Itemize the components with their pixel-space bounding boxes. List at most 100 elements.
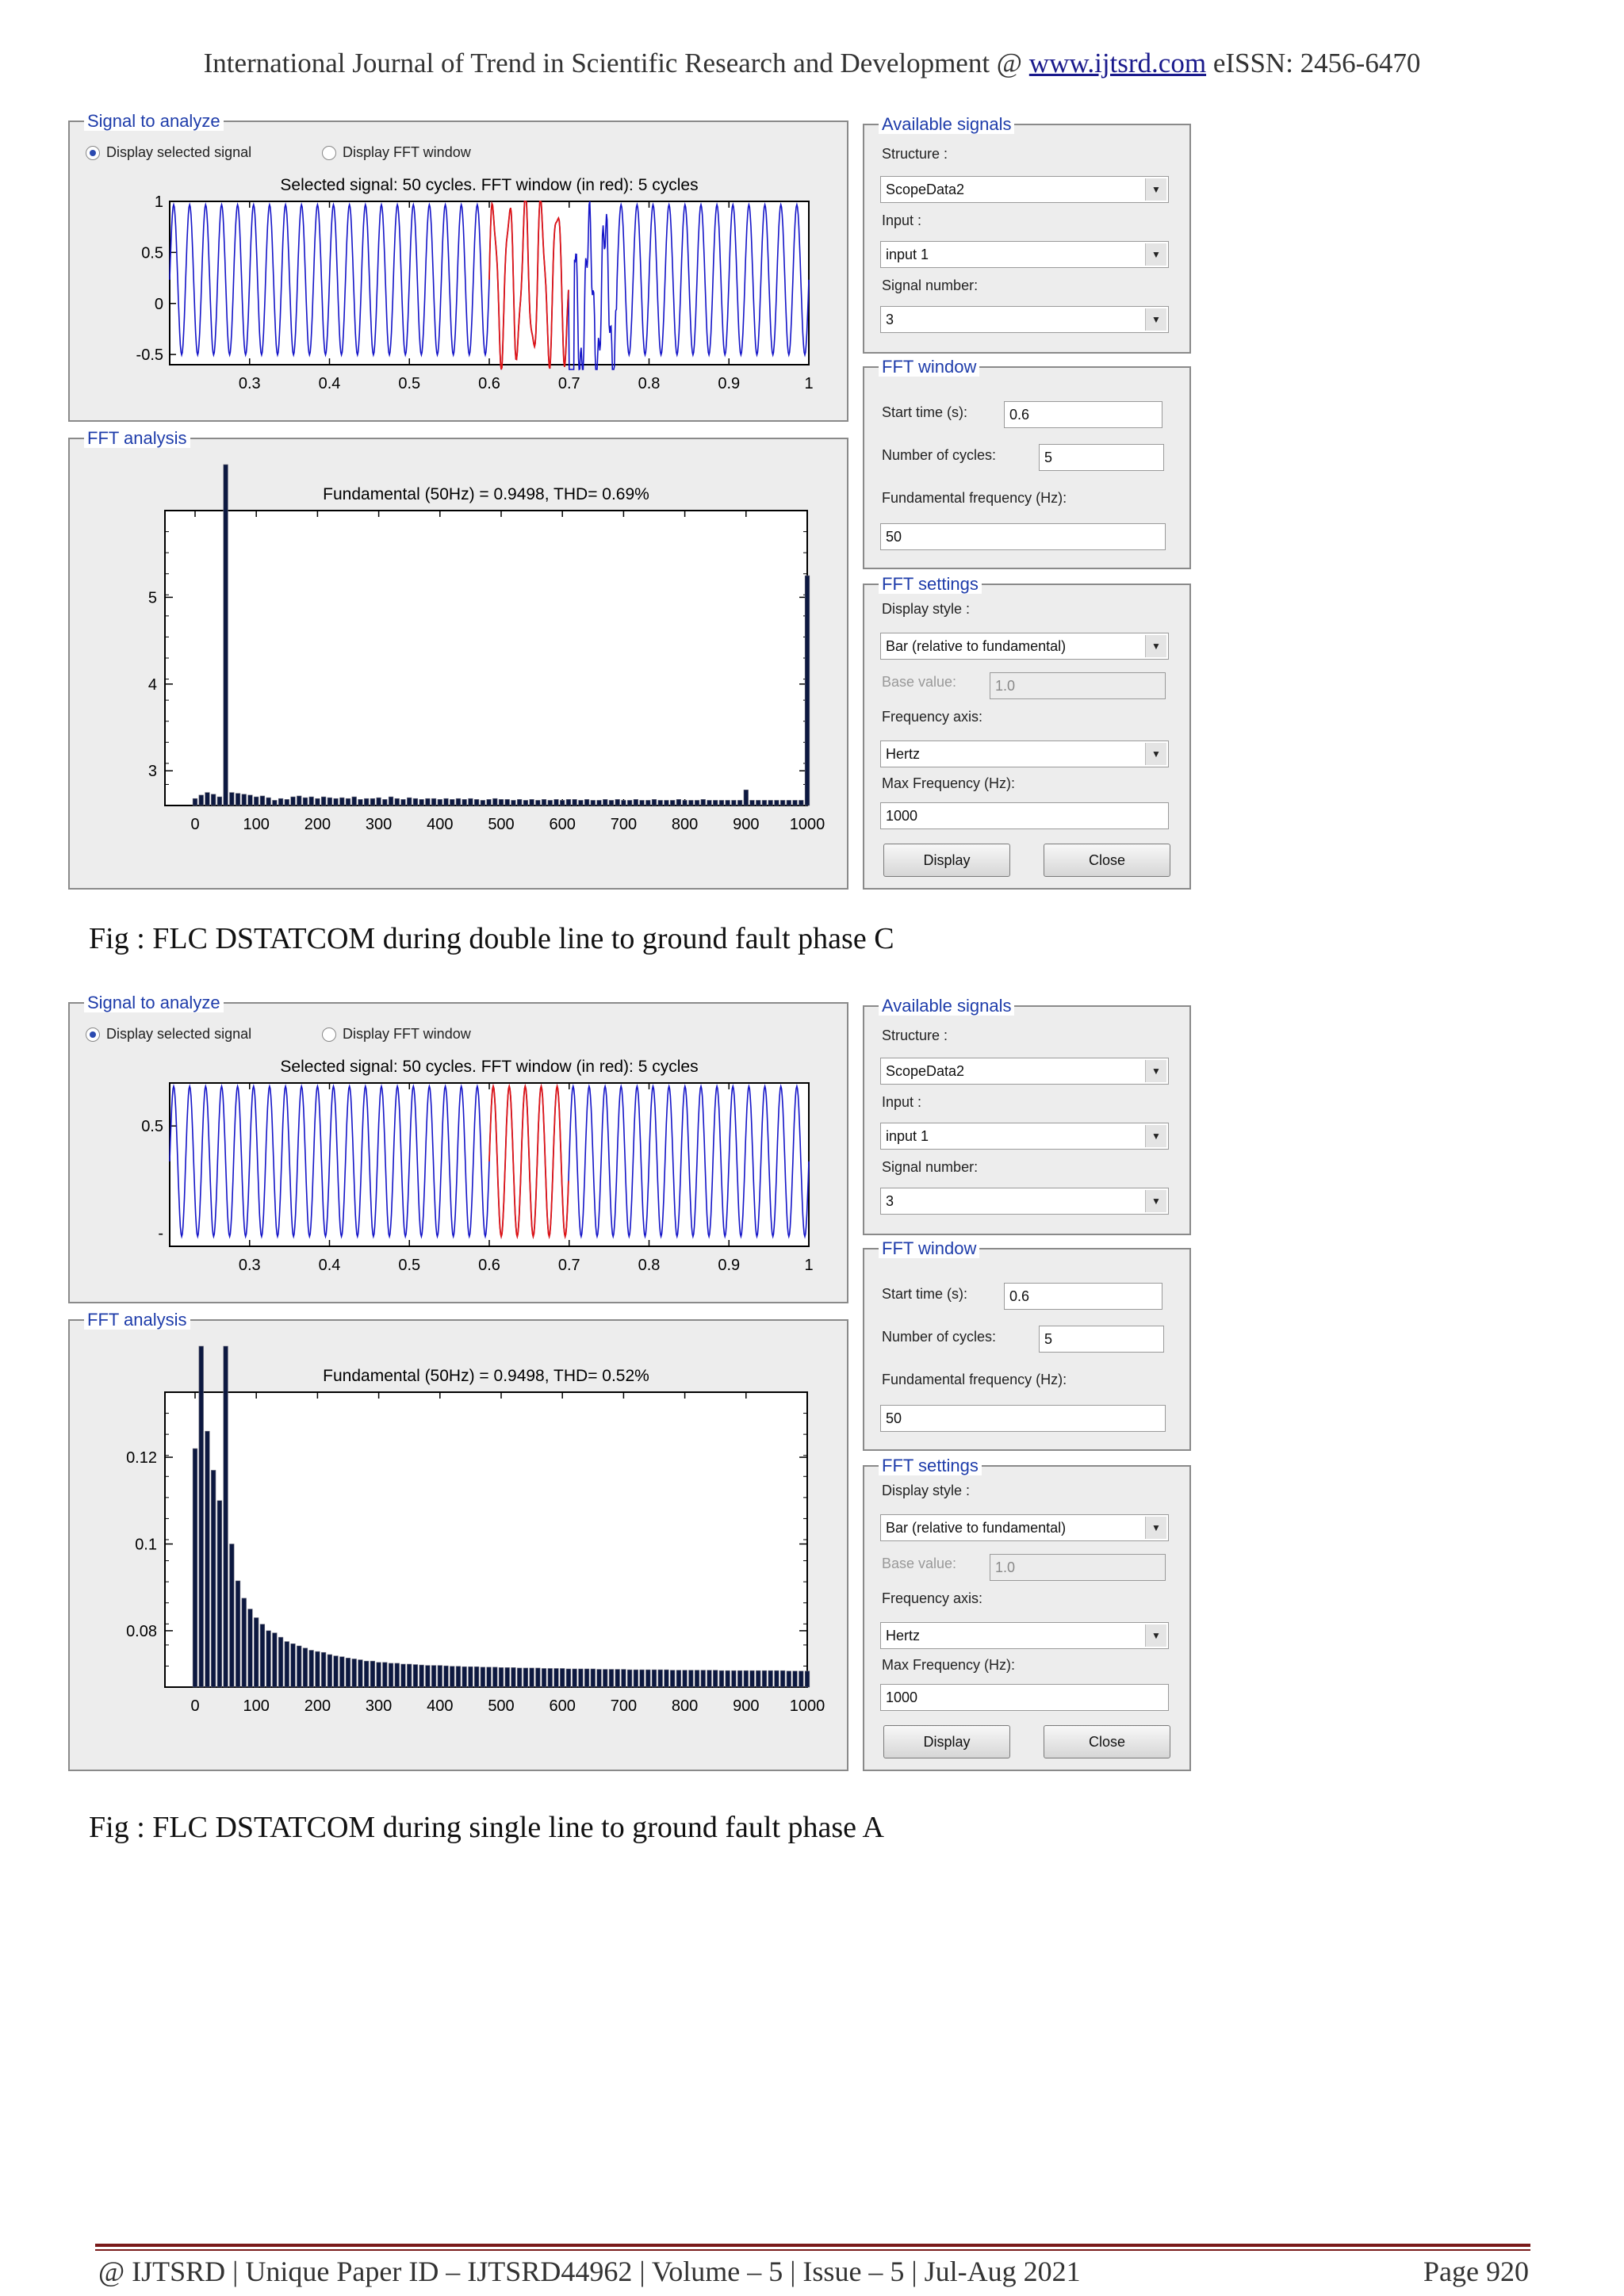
harmonic-bar	[419, 1664, 424, 1688]
max-freq-field[interactable]: 1000	[880, 802, 1169, 829]
harmonic-bar	[749, 800, 755, 806]
harmonic-bar	[603, 799, 608, 806]
harmonic-bar	[651, 1669, 657, 1688]
radio-display-fft-window-label: Display FFT window	[343, 144, 471, 160]
display-style-label: Display style :	[882, 1483, 971, 1498]
harmonic-bar	[615, 1669, 620, 1688]
start-time-label: Start time (s):	[882, 404, 968, 420]
harmonic-bar	[627, 1669, 633, 1688]
input-dropdown[interactable]: input 1 ▼	[880, 1123, 1169, 1150]
harmonic-bar	[639, 800, 645, 806]
harmonic-bar	[235, 793, 241, 806]
harmonic-bar	[804, 1670, 810, 1688]
harmonic-bar	[339, 1656, 345, 1688]
signal-plot: Selected signal: 50 cycles. FFT window (…	[136, 176, 814, 392]
x-tick-label: 700	[611, 816, 637, 833]
chevron-down-icon[interactable]: ▼	[1145, 1125, 1166, 1147]
start-time-field[interactable]: 0.6	[1004, 1283, 1162, 1310]
harmonic-bar	[290, 1643, 296, 1688]
chevron-down-icon[interactable]: ▼	[1145, 1060, 1166, 1082]
harmonic-bar	[498, 1667, 504, 1688]
harmonic-bar	[541, 1668, 547, 1688]
freq-axis-dropdown[interactable]: Hertz ▼	[880, 740, 1169, 767]
harmonic-bar	[333, 1655, 339, 1688]
y-tick-label: 0.5	[141, 1118, 163, 1135]
harmonic-bar	[254, 796, 259, 806]
harmonic-bar	[308, 1650, 314, 1688]
harmonic-bar	[321, 1651, 327, 1688]
signal-panel-title: Signal to analyze	[84, 112, 224, 131]
harmonic-bar	[713, 800, 718, 806]
chevron-down-icon[interactable]: ▼	[1145, 178, 1166, 201]
harmonic-bar	[707, 1670, 712, 1688]
structure-dropdown-box[interactable]: ScopeData2 ▼	[880, 1058, 1169, 1085]
start-time-field[interactable]: 0.6	[1004, 401, 1162, 428]
max-freq-field[interactable]: 1000	[880, 1684, 1169, 1711]
chevron-down-icon[interactable]: ▼	[1145, 308, 1166, 331]
harmonic-bar	[621, 800, 626, 806]
x-tick-label: 0.4	[319, 1257, 341, 1274]
display-style-dropdown[interactable]: Bar (relative to fundamental) ▼	[880, 633, 1169, 660]
structure-dropdown-box[interactable]: ScopeData2 ▼	[880, 176, 1169, 203]
fft-analysis-panel: FFT analysis Fundamental (50Hz) = 0.9498,…	[68, 429, 848, 890]
radio-display-selected[interactable]	[86, 146, 100, 160]
fund-freq-field[interactable]: 50	[880, 523, 1166, 550]
cycles-field[interactable]: 5	[1039, 444, 1164, 471]
cycles-value: 5	[1044, 450, 1053, 465]
figure-caption: Fig : FLC DSTATCOM during single line to…	[89, 1811, 884, 1844]
harmonic-bar	[480, 1667, 485, 1688]
display-button[interactable]: Display	[883, 844, 1010, 877]
close-button[interactable]: Close	[1044, 1725, 1170, 1758]
signal-number-label: Signal number:	[882, 1159, 979, 1175]
radio-display-fft-window[interactable]	[322, 146, 336, 160]
harmonic-bar	[529, 1667, 534, 1688]
journal-link[interactable]: www.ijtsrd.com	[1028, 48, 1207, 78]
close-button[interactable]: Close	[1044, 844, 1170, 877]
signal-chart: Selected signal: 50 cycles. FFT window (…	[136, 176, 814, 392]
harmonic-bar	[608, 1669, 615, 1688]
chevron-down-icon[interactable]: ▼	[1145, 1190, 1166, 1212]
fft-analysis-panel: FFT analysis Fundamental (50Hz) = 0.9498,…	[68, 1311, 848, 1771]
harmonic-bar	[400, 799, 406, 806]
chevron-down-icon[interactable]: ▼	[1145, 1624, 1166, 1647]
fund-freq-field[interactable]: 50	[880, 1405, 1166, 1432]
chevron-down-icon[interactable]: ▼	[1145, 1517, 1166, 1539]
chevron-down-icon[interactable]: ▼	[1145, 243, 1166, 266]
x-tick-label: 1000	[790, 816, 825, 833]
harmonic-bar	[799, 800, 804, 806]
max-freq-value: 1000	[886, 808, 918, 824]
y-tick-label: 4	[148, 676, 157, 694]
harmonic-bar	[437, 1665, 442, 1688]
harmonic-bar	[284, 1641, 289, 1688]
fft-chart: Fundamental (50Hz) = 0.9498, THD= 0.52% 0…	[126, 1345, 825, 1715]
x-tick-label: 0.9	[718, 375, 740, 392]
chevron-down-icon[interactable]: ▼	[1145, 743, 1166, 765]
radio-display-fft-window[interactable]	[322, 1027, 336, 1042]
x-tick-label: 1	[804, 1257, 813, 1274]
signal-panel: Signal to analyze Display selected signal…	[68, 993, 848, 1303]
x-tick-label: 0.3	[239, 1257, 261, 1274]
harmonic-bar	[535, 1667, 541, 1688]
display-button[interactable]: Display	[883, 1725, 1010, 1758]
radio-display-fft-window-label: Display FFT window	[343, 1026, 471, 1042]
display-style-dropdown[interactable]: Bar (relative to fundamental) ▼	[880, 1514, 1169, 1541]
cycles-field[interactable]: 5	[1039, 1326, 1164, 1353]
harmonic-bar	[205, 1430, 210, 1688]
harmonic-bar	[700, 1670, 706, 1688]
harmonic-bar	[645, 800, 651, 806]
available-signals-panel: Available signals Structure : ScopeData2 ▼ I…	[863, 997, 1191, 1235]
structure-label: Structure :	[882, 1027, 948, 1043]
signal-number-dropdown[interactable]: 3 ▼	[880, 306, 1169, 333]
harmonic-bar	[676, 1670, 681, 1688]
radio-display-selected[interactable]	[86, 1027, 100, 1042]
freq-axis-dropdown[interactable]: Hertz ▼	[880, 1622, 1169, 1649]
input-dropdown[interactable]: input 1 ▼	[880, 241, 1169, 268]
harmonic-bar	[382, 1662, 388, 1688]
x-tick-label: 1	[804, 375, 813, 392]
harmonic-bar	[492, 798, 498, 806]
chevron-down-icon[interactable]: ▼	[1145, 635, 1166, 657]
page-number: Page 920	[1423, 2256, 1529, 2287]
harmonic-bar	[266, 797, 271, 806]
harmonic-bar	[792, 1670, 798, 1688]
signal-number-dropdown[interactable]: 3 ▼	[880, 1188, 1169, 1215]
